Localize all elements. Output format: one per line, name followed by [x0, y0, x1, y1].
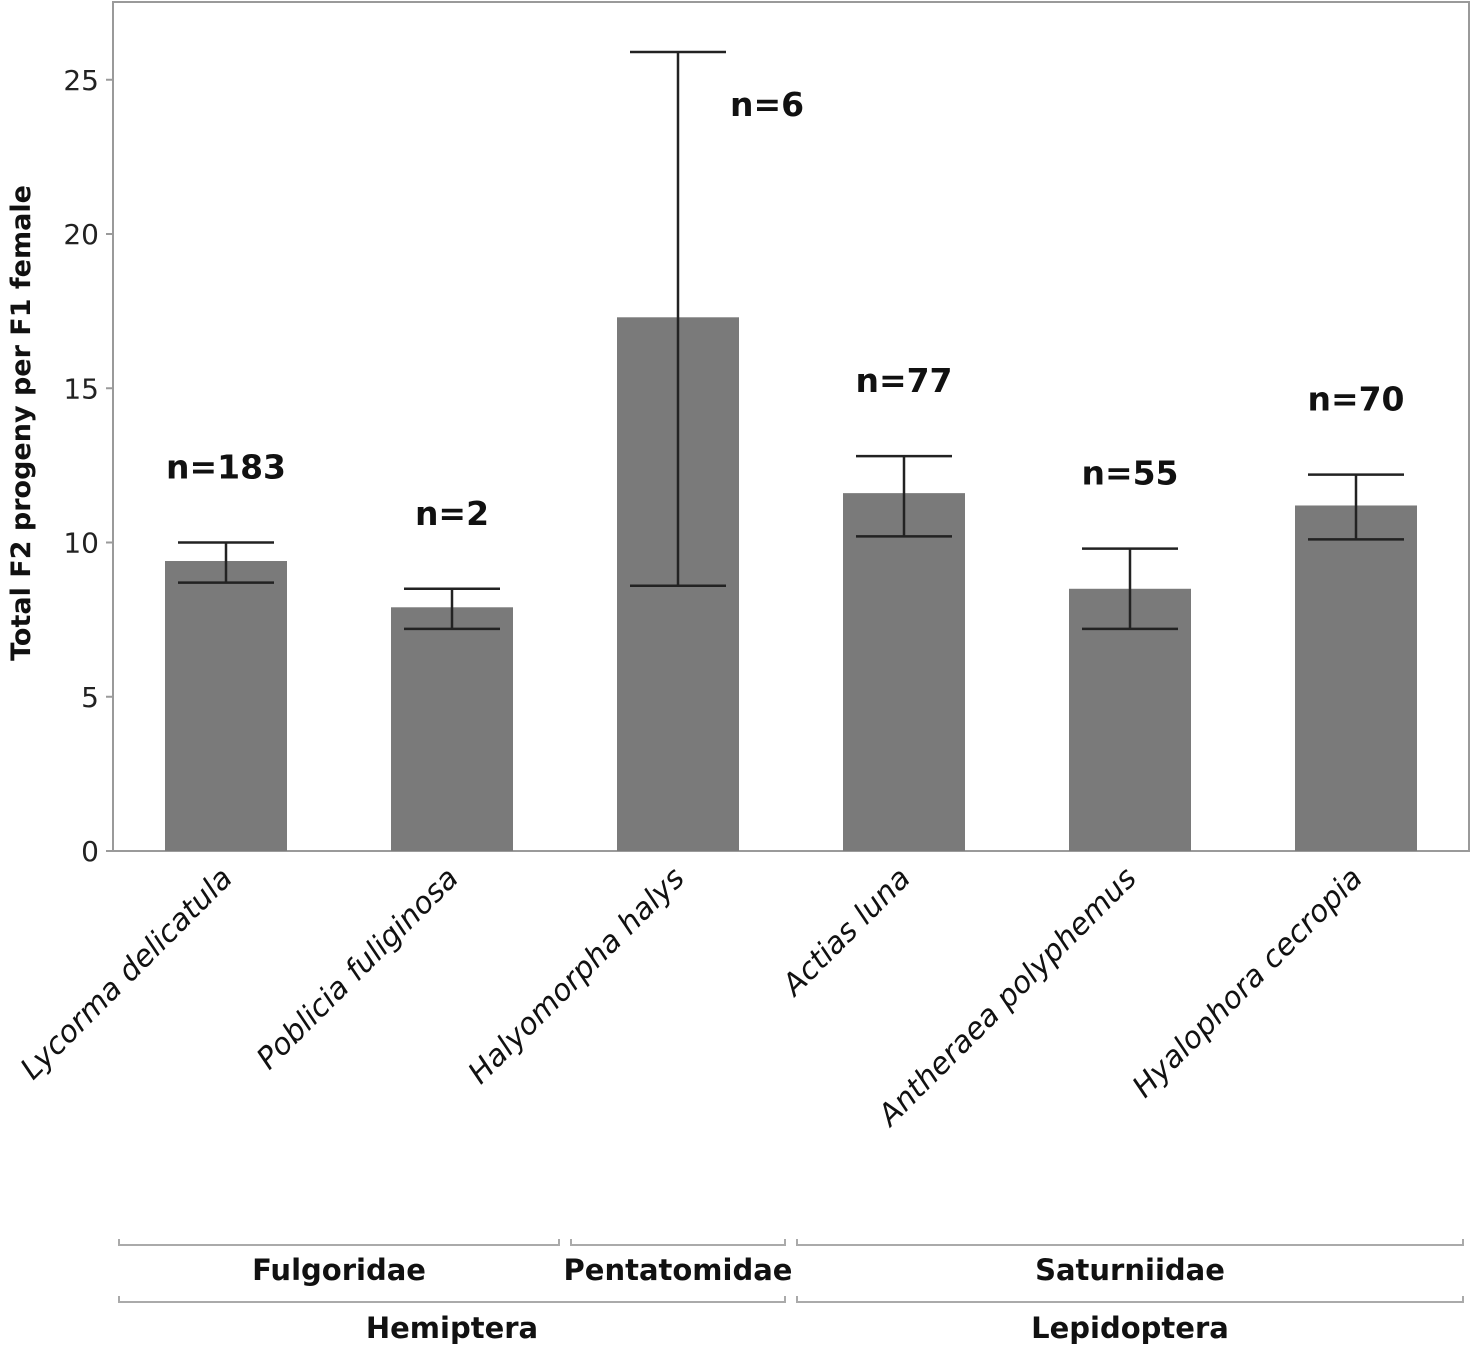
sample-size-labels: n=183 n=2 n=6 n=77 n=55 n=70 — [166, 85, 1405, 533]
family-label: Pentatomidae — [564, 1253, 793, 1287]
category-label: Hyalophora cecropia — [1126, 861, 1370, 1105]
sample-size-label: n=55 — [1081, 454, 1178, 493]
taxonomy-groups: Fulgoridae Pentatomidae Saturniidae Hemipte… — [118, 1239, 1464, 1345]
y-axis-ticks: 0 5 10 15 20 25 — [63, 64, 113, 868]
category-label: Poblicia fuliginosa — [250, 861, 466, 1077]
error-bars — [178, 50, 1404, 631]
order-label: Lepidoptera — [1031, 1311, 1229, 1345]
family-bracket — [796, 1239, 1464, 1246]
bar — [165, 561, 287, 851]
order-label: Hemiptera — [366, 1311, 538, 1345]
sample-size-label: n=6 — [730, 85, 804, 124]
order-bracket — [118, 1296, 786, 1303]
y-tick-label: 20 — [63, 218, 99, 251]
family-bracket — [118, 1239, 560, 1246]
family-label: Saturniidae — [1035, 1253, 1225, 1287]
y-tick-label: 0 — [81, 835, 99, 868]
sample-size-label: n=2 — [415, 494, 489, 533]
x-axis-labels: Lycorma delicatula Poblicia fuliginosaHal… — [14, 861, 1370, 1134]
bar — [843, 493, 965, 851]
family-label: Fulgoridae — [252, 1253, 426, 1287]
category-label: Lycorma delicatula — [14, 861, 240, 1087]
bars — [165, 317, 1417, 851]
family-bracket — [570, 1239, 786, 1246]
sample-size-label: n=70 — [1307, 380, 1404, 419]
y-tick-label: 10 — [63, 527, 99, 560]
plot-frame — [112, 1, 1470, 852]
bar — [1069, 588, 1191, 851]
category-label: Antheraea polyphemus — [870, 861, 1143, 1134]
y-axis-title: Total F2 progeny per F1 female — [6, 185, 37, 661]
y-tick-label: 5 — [81, 681, 99, 714]
order-bracket — [796, 1296, 1464, 1303]
category-label: Halyomorpha halys — [462, 861, 692, 1091]
bar — [391, 607, 513, 851]
bar — [1295, 505, 1417, 851]
y-tick-label: 25 — [63, 64, 99, 97]
category-label: Actias luna — [775, 861, 918, 1004]
y-tick-label: 15 — [63, 372, 99, 405]
sample-size-label: n=77 — [855, 361, 952, 400]
sample-size-label: n=183 — [166, 448, 286, 487]
